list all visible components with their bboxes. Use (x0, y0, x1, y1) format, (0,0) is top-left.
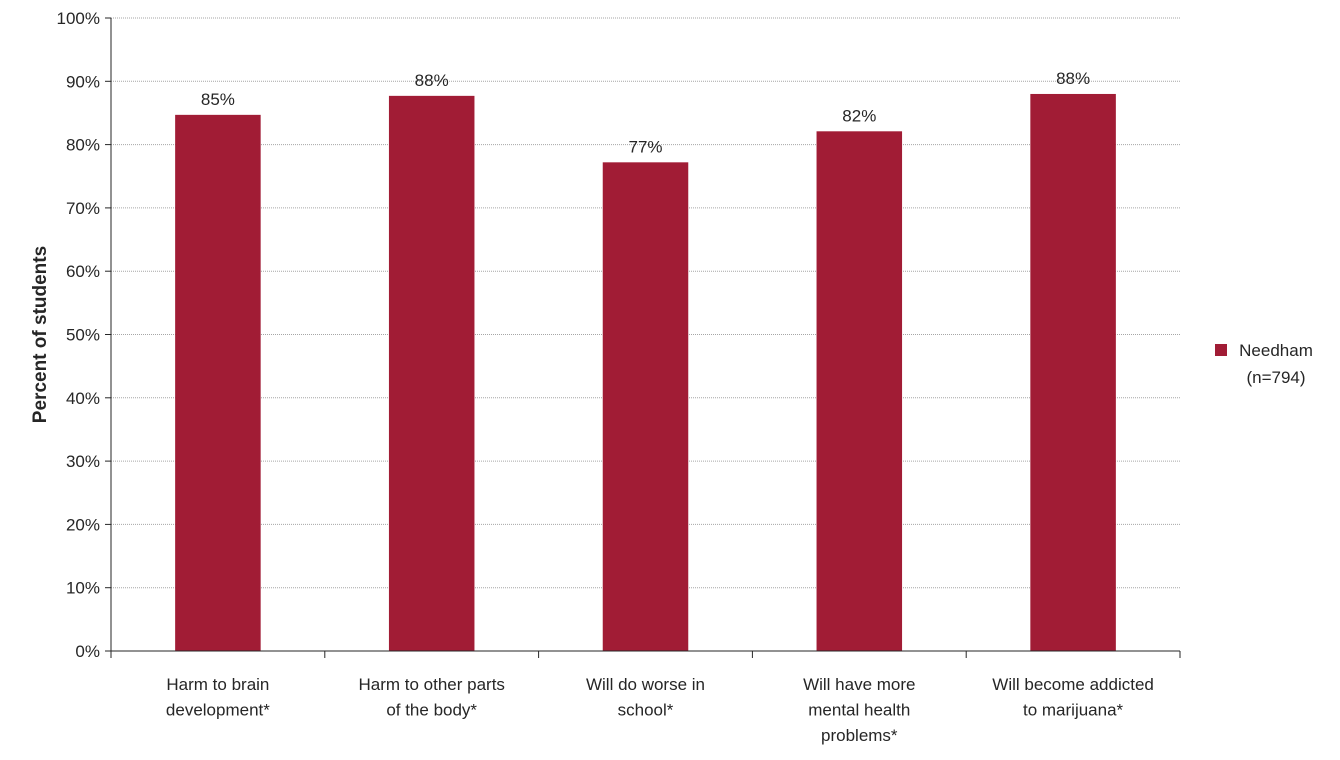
x-category-label-line: Will have more (803, 675, 915, 694)
y-axis-title: Percent of students (30, 246, 51, 423)
y-tick-label: 100% (57, 9, 100, 28)
data-label: 88% (415, 71, 449, 90)
bar-1 (175, 114, 261, 651)
y-tick-label: 0% (75, 642, 100, 661)
bar-4 (816, 131, 903, 651)
x-category-label-line: development* (166, 701, 270, 720)
y-tick-label: 50% (66, 326, 100, 345)
y-tick-label: 20% (66, 515, 100, 534)
y-tick-label: 90% (66, 72, 100, 91)
data-label: 88% (1056, 69, 1090, 88)
x-category-label: Will become addicted to marijuana* (992, 675, 1154, 720)
x-category-label-line: school* (618, 701, 674, 720)
data-label: 85% (201, 90, 235, 109)
legend-label-line: (n=794) (1246, 368, 1305, 387)
x-category-label-line: Will become addicted (992, 675, 1154, 694)
y-tick-label: 40% (66, 389, 100, 408)
bars (175, 93, 1116, 651)
bar-3 (602, 162, 689, 651)
x-category-label-line: Will do worse in (586, 675, 705, 694)
x-category-label: Harm to brain development* (166, 675, 270, 720)
x-category-label: Will do worse in school* (586, 675, 705, 720)
legend: Needham (n=794) (1215, 341, 1313, 387)
y-tick-label: 70% (66, 199, 100, 218)
x-category-label-line: of the body* (386, 701, 477, 720)
y-tick-label: 80% (66, 136, 100, 155)
x-category-label-line: mental health (808, 701, 910, 720)
bar-5 (1030, 93, 1116, 651)
x-category-label-line: Harm to brain (166, 675, 269, 694)
axes (105, 17, 1181, 658)
x-category-label: Will have more mental health problems* (803, 675, 915, 745)
data-label: 82% (842, 106, 876, 125)
y-tick-label: 10% (66, 579, 100, 598)
x-category-label-line: to marijuana* (1023, 701, 1124, 720)
labels: 0% 10% 20% 30% 40% 50% 60% 70% 80% 90% 100% 85% Harm… (30, 9, 1154, 745)
x-category-label-line: Harm to other parts (358, 675, 504, 694)
data-label: 77% (628, 137, 662, 156)
legend-label: Needham (n=794) (1239, 341, 1313, 387)
legend-label-line: Needham (1239, 341, 1313, 360)
y-tick-label: 30% (66, 452, 100, 471)
y-tick-label: 60% (66, 262, 100, 281)
legend-swatch (1215, 344, 1227, 356)
bar-2 (388, 95, 475, 651)
x-category-label-line: problems* (821, 726, 898, 745)
x-category-label: Harm to other parts of the body* (358, 675, 504, 720)
